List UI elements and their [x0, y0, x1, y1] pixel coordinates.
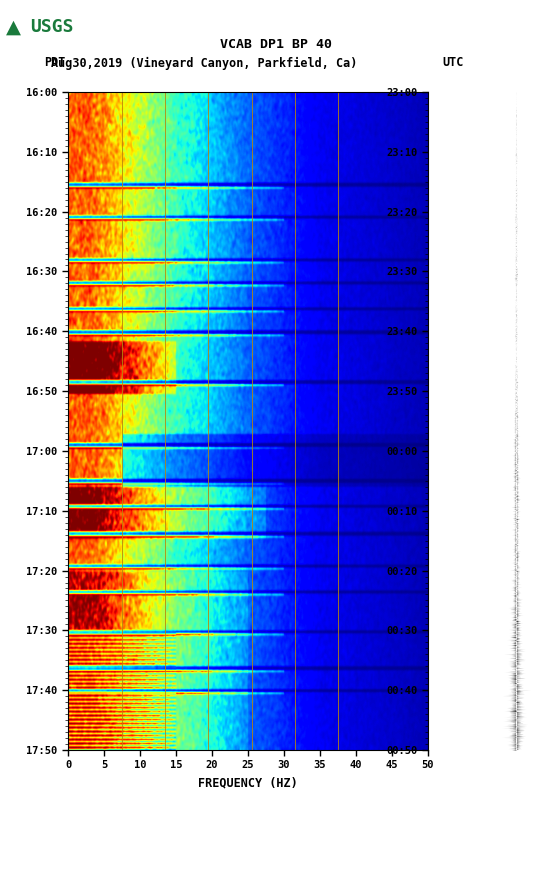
Text: VCAB DP1 BP 40: VCAB DP1 BP 40 [220, 38, 332, 52]
X-axis label: FREQUENCY (HZ): FREQUENCY (HZ) [198, 776, 298, 789]
Text: PDT: PDT [44, 56, 66, 70]
Text: UTC: UTC [442, 56, 463, 70]
Text: ▲: ▲ [6, 18, 20, 37]
Text: Aug30,2019 (Vineyard Canyon, Parkfield, Ca): Aug30,2019 (Vineyard Canyon, Parkfield, … [51, 56, 358, 70]
Text: USGS: USGS [30, 18, 74, 36]
